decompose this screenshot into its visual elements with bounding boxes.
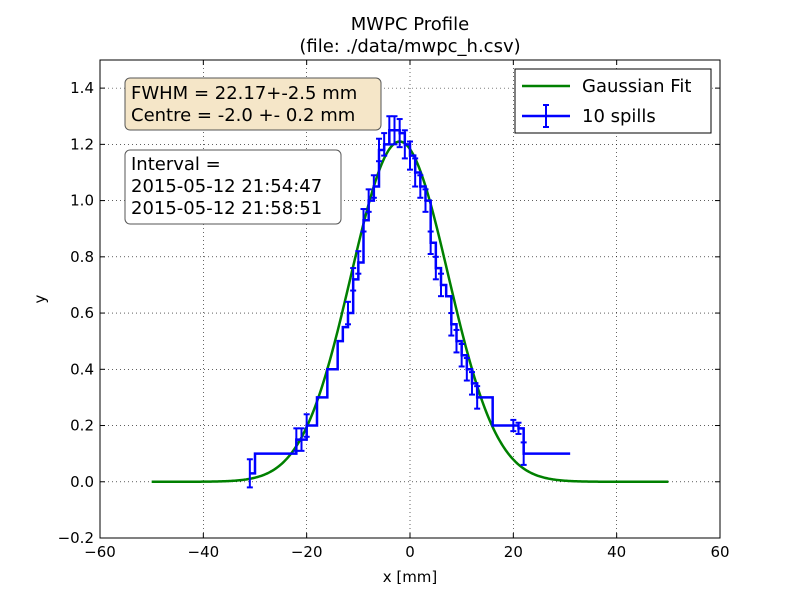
errorbar [510, 418, 517, 433]
errorbar [417, 174, 424, 199]
errorbar [422, 188, 429, 213]
errorbar [355, 250, 362, 275]
legend-frame [514, 68, 712, 134]
errorbar [396, 118, 403, 149]
x-tick-label: 0 [405, 543, 415, 561]
errorbar [463, 357, 470, 382]
x-tick-label: −40 [188, 543, 220, 561]
errorbar [365, 188, 372, 213]
y-tick-label: 1.4 [70, 79, 94, 97]
y-tick-label: −0.2 [58, 529, 94, 547]
errorbar [381, 132, 388, 157]
errorbar [376, 137, 382, 163]
errorbar [298, 427, 305, 452]
fit-result-box: FWHM = 22.17+-2.5 mm Centre = -2.0 +- 0.… [124, 77, 382, 131]
errorbar [391, 115, 398, 146]
errorbar [401, 129, 408, 160]
errorbar [345, 300, 351, 326]
x-tick-label: −60 [84, 543, 116, 561]
interval-box: Interval = 2015-05-12 21:54:47 2015-05-1… [124, 149, 342, 225]
legend-label-10-spills: 10 spills [582, 106, 656, 127]
errorbar [246, 458, 253, 489]
errorbar [458, 342, 465, 368]
errorbar [453, 328, 460, 354]
errorbar [360, 208, 367, 233]
x-tick-label: −20 [291, 543, 323, 561]
interval-end-text: 2015-05-12 21:58:51 [131, 198, 322, 219]
errorbar [350, 267, 357, 292]
x-tick-label: 60 [710, 543, 729, 561]
chart-subtitle: (file: ./data/mwpc_h.csv) [299, 36, 520, 57]
errorbar [474, 385, 481, 410]
x-tick-label: 40 [607, 543, 626, 561]
y-axis-label: y [31, 294, 49, 303]
interval-start-text: 2015-05-12 21:54:47 [131, 176, 322, 197]
errorbar [293, 427, 300, 452]
interval-box-background [124, 149, 342, 225]
interval-label-text: Interval = [131, 154, 221, 175]
axis-ticks: −60 −40 −20 0 20 40 60 −0.2 0.0 0.2 0.4 0.6 0.8 1.0 1.… [58, 60, 730, 561]
legend-swatch-10-spills [522, 104, 570, 128]
y-tick-label: 0.0 [70, 473, 94, 491]
fit-box-background [124, 77, 382, 131]
fit-fwhm-text: FWHM = 22.17+-2.5 mm [131, 83, 357, 104]
y-tick-label: 0.8 [70, 248, 94, 266]
legend-label-gaussian-fit: Gaussian Fit [582, 76, 691, 97]
errorbar [520, 441, 527, 466]
y-tick-label: 1.2 [70, 135, 94, 153]
errorbar [448, 312, 455, 337]
y-tick-label: 1.0 [70, 192, 94, 210]
errorbar [412, 157, 419, 188]
errorbar [427, 230, 434, 256]
y-tick-label: 0.2 [70, 417, 94, 435]
errorbar [438, 272, 444, 298]
chart-title: MWPC Profile [351, 14, 469, 35]
errorbar [515, 421, 522, 435]
errorbar [386, 115, 393, 146]
errorbar [469, 371, 475, 396]
errorbar [303, 413, 310, 438]
plot-series [151, 115, 669, 489]
errorbar [370, 174, 377, 199]
x-tick-label: 20 [504, 543, 523, 561]
y-tick-label: 0.6 [70, 304, 94, 322]
y-tick-label: 0.4 [70, 360, 94, 378]
errorbar [407, 140, 413, 171]
x-axis-label: x [mm] [383, 568, 438, 586]
fit-centre-text: Centre = -2.0 +- 0.2 mm [131, 105, 355, 126]
errorbar [432, 255, 439, 281]
legend: Gaussian Fit 10 spills [514, 68, 712, 134]
